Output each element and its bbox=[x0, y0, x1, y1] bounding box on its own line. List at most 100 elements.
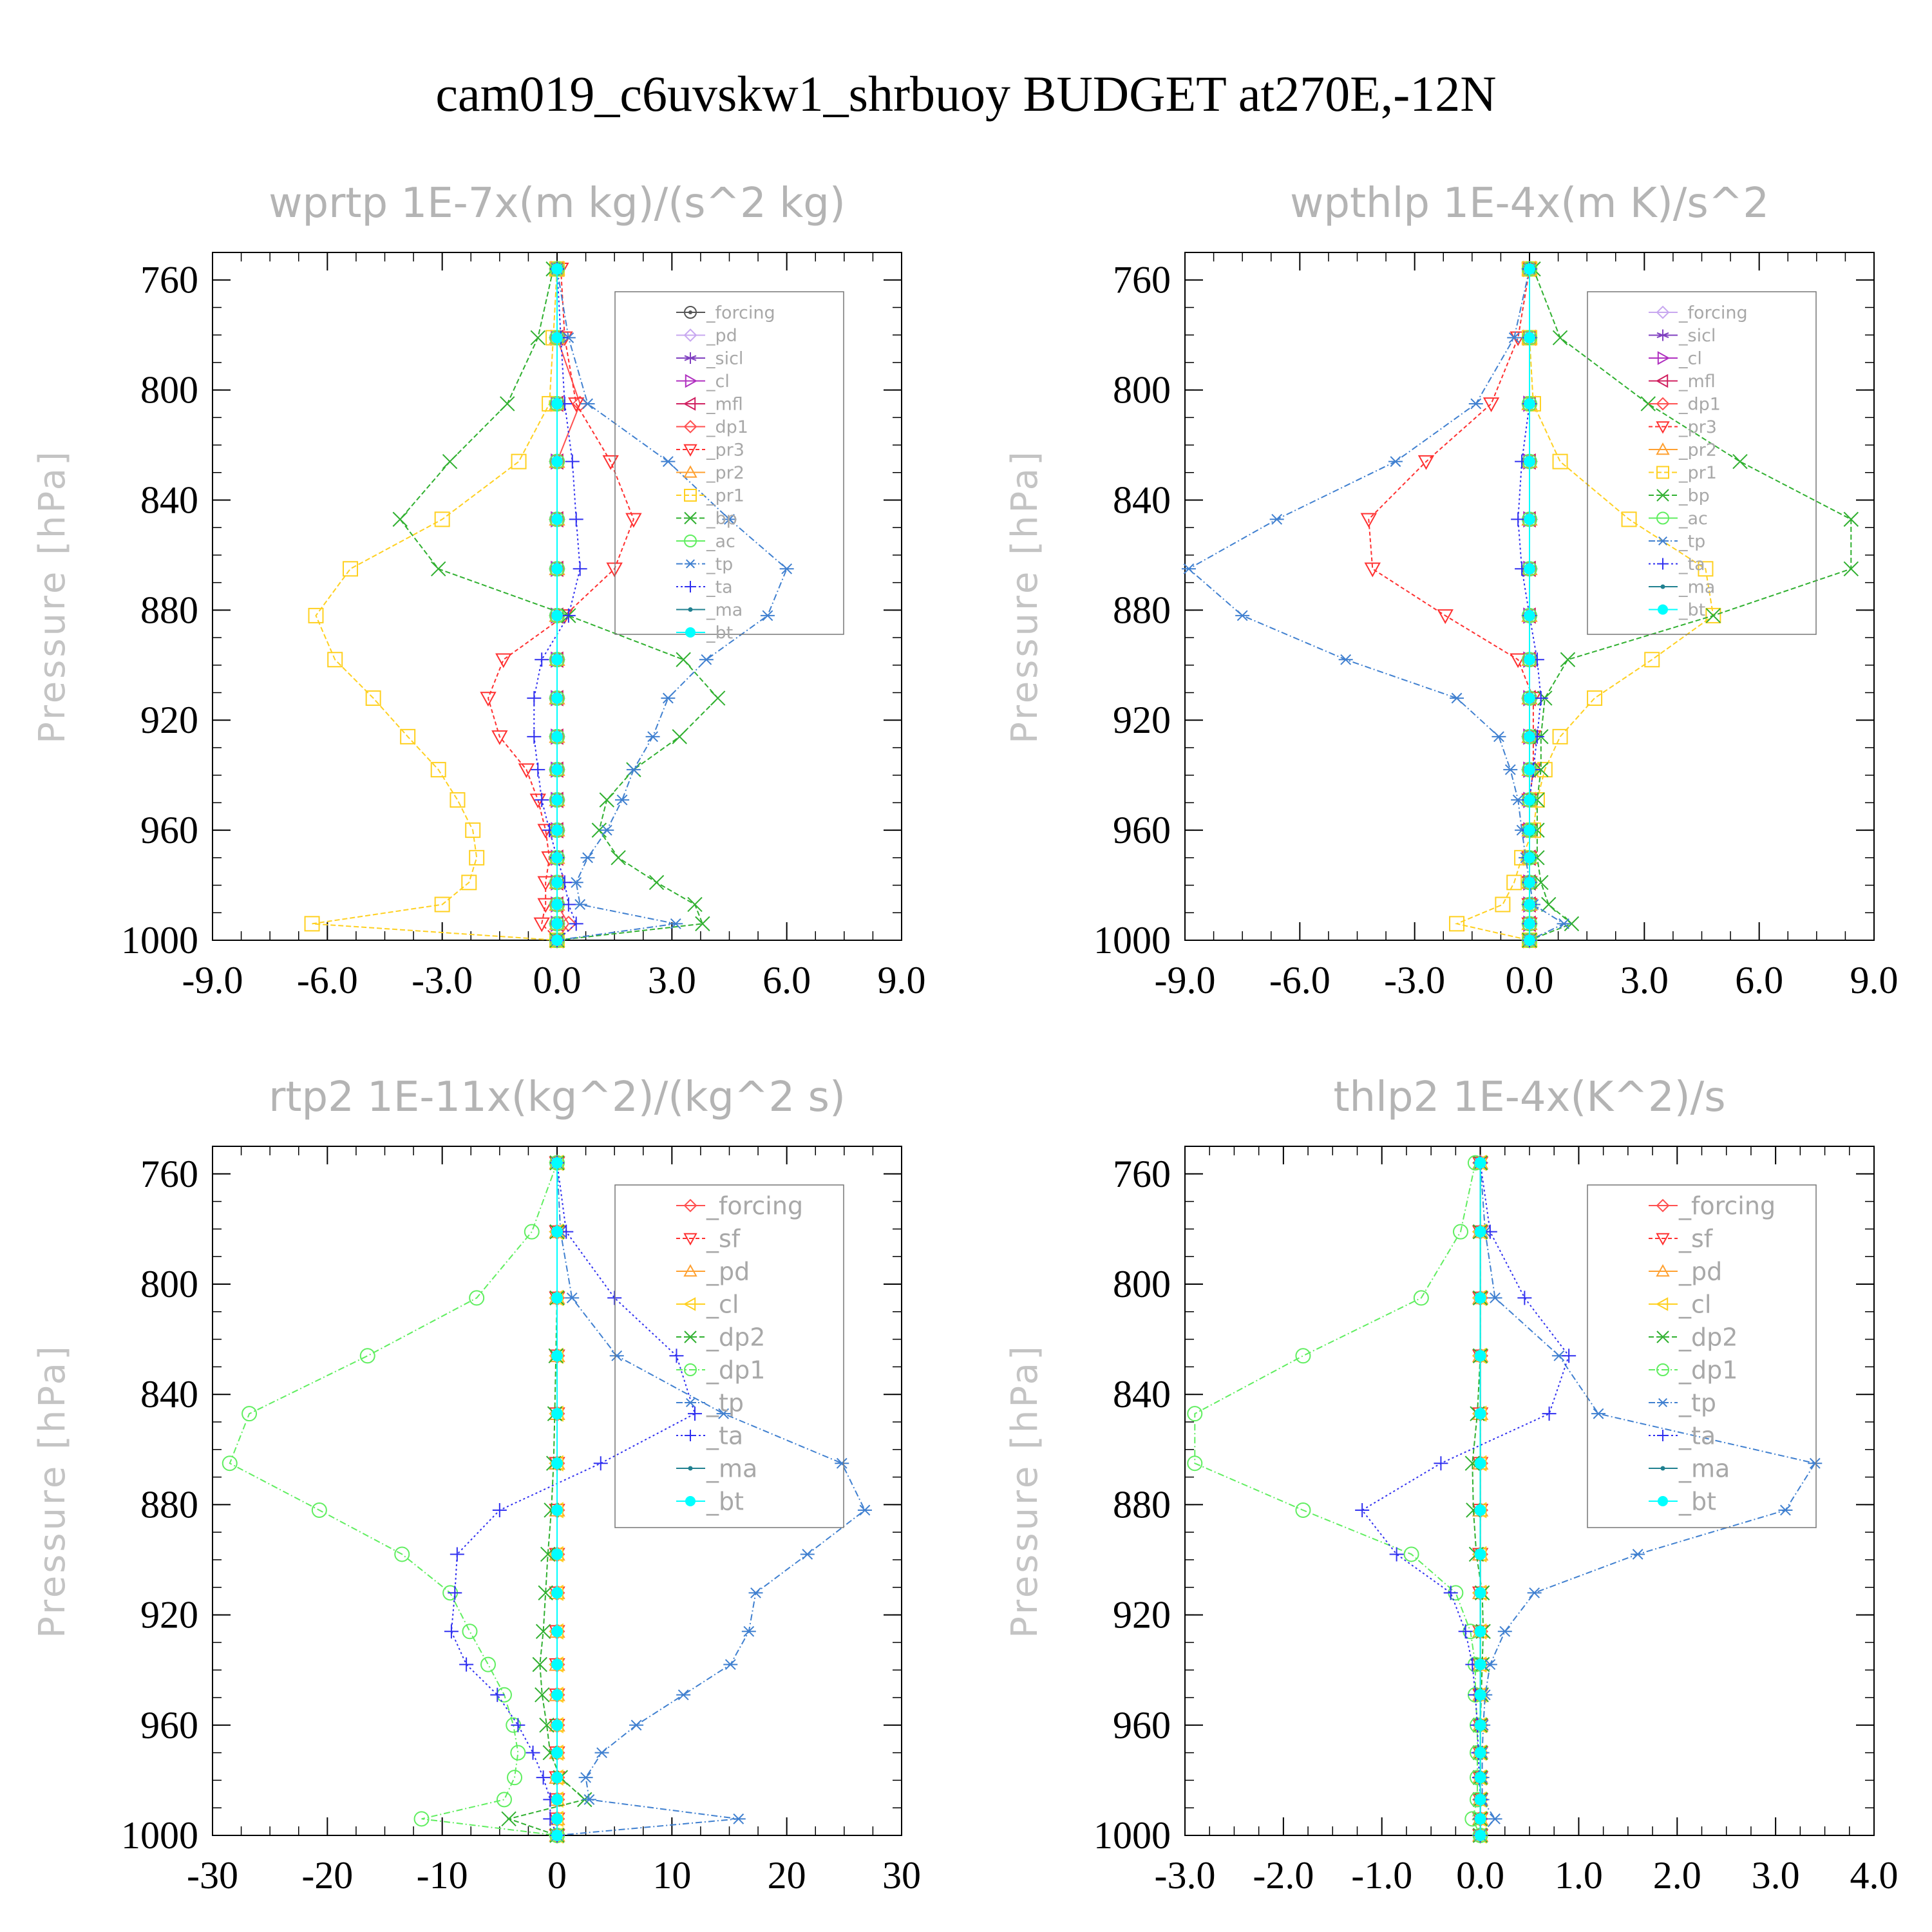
marker bbox=[1541, 896, 1557, 913]
legend-label: _forcing bbox=[1678, 1191, 1776, 1220]
marker bbox=[835, 1457, 849, 1469]
series-line bbox=[487, 269, 634, 941]
marker bbox=[551, 692, 563, 705]
y-tick-label: 920 bbox=[140, 1594, 198, 1636]
y-tick-label: 840 bbox=[140, 1373, 198, 1416]
marker bbox=[565, 1292, 580, 1303]
legend-item: _forcing bbox=[1649, 1191, 1776, 1220]
marker bbox=[1658, 1496, 1668, 1506]
marker bbox=[1524, 898, 1535, 911]
marker bbox=[1552, 453, 1568, 469]
series-line bbox=[1368, 269, 1534, 940]
legend-label: _dp1 bbox=[706, 417, 748, 437]
legend-item: _pr1 bbox=[676, 486, 744, 506]
marker bbox=[540, 1546, 556, 1562]
legend-item: _pr2 bbox=[676, 463, 744, 483]
marker bbox=[688, 1466, 693, 1471]
marker bbox=[748, 1587, 763, 1598]
marker bbox=[551, 654, 563, 666]
marker bbox=[551, 851, 563, 864]
legend-label: _pr1 bbox=[1678, 463, 1717, 483]
marker bbox=[1644, 652, 1660, 668]
legend-frame bbox=[1587, 1184, 1817, 1528]
marker bbox=[551, 1689, 563, 1701]
marker bbox=[1495, 896, 1511, 913]
marker bbox=[1656, 466, 1669, 479]
marker bbox=[461, 875, 477, 891]
legend-label: _ma bbox=[706, 600, 743, 620]
marker bbox=[535, 1624, 551, 1639]
marker bbox=[1655, 1297, 1669, 1311]
legend-item: _tp bbox=[676, 1388, 744, 1417]
legend-item: _pr2 bbox=[1649, 440, 1717, 460]
x-tick-label: 0 bbox=[547, 1854, 567, 1897]
marker bbox=[551, 455, 563, 468]
x-tick-label: 3.0 bbox=[648, 959, 696, 1001]
legend-label: _pr2 bbox=[1678, 440, 1717, 460]
marker bbox=[683, 465, 697, 478]
x-tick-label: 20 bbox=[768, 1854, 806, 1897]
series-line bbox=[1188, 269, 1566, 941]
marker bbox=[1527, 1587, 1542, 1598]
y-tick-label: 840 bbox=[1113, 478, 1171, 521]
series-tp bbox=[550, 263, 794, 946]
marker bbox=[1656, 329, 1669, 341]
marker bbox=[1808, 1457, 1823, 1469]
marker bbox=[551, 794, 563, 806]
marker bbox=[1474, 1794, 1486, 1806]
marker bbox=[527, 691, 542, 706]
legend-item: _sicl bbox=[1649, 326, 1716, 346]
marker bbox=[1533, 762, 1549, 777]
marker bbox=[434, 896, 450, 913]
legend-item: _bp bbox=[1649, 486, 1710, 506]
y-tick-label: 760 bbox=[1113, 259, 1171, 301]
marker bbox=[1562, 1349, 1577, 1363]
y-tick-label: 760 bbox=[1113, 1153, 1171, 1195]
marker bbox=[1660, 1466, 1665, 1471]
marker bbox=[1524, 455, 1535, 468]
marker bbox=[1524, 563, 1535, 575]
legend-item: _dp1 bbox=[676, 417, 748, 437]
marker bbox=[1449, 916, 1465, 932]
x-tick-label: -30 bbox=[187, 1854, 238, 1897]
legend-label: _mfl bbox=[706, 394, 743, 414]
marker bbox=[524, 1224, 540, 1240]
marker bbox=[304, 916, 320, 932]
marker bbox=[1524, 730, 1535, 743]
legend-item: _cl bbox=[1649, 1290, 1711, 1318]
marker bbox=[507, 1770, 523, 1786]
series-pr3 bbox=[480, 262, 642, 949]
legend-label: _pr2 bbox=[706, 463, 744, 483]
legend-item: _ac bbox=[1649, 509, 1708, 529]
marker bbox=[462, 1624, 478, 1640]
legend-label: _mfl bbox=[1678, 372, 1716, 392]
y-tick-label: 800 bbox=[140, 369, 198, 412]
legend-item: _sf bbox=[676, 1224, 741, 1253]
legend-item: _forcing bbox=[1649, 303, 1748, 323]
marker bbox=[600, 824, 614, 836]
x-tick-label: 3.0 bbox=[1752, 1854, 1800, 1897]
marker bbox=[1503, 764, 1518, 775]
marker bbox=[1533, 691, 1548, 706]
x-tick-label: -9.0 bbox=[182, 959, 243, 1001]
y-tick-label: 920 bbox=[1113, 1594, 1171, 1636]
marker bbox=[685, 1397, 696, 1408]
legend-item: _bt bbox=[676, 1487, 744, 1515]
marker bbox=[551, 1226, 563, 1238]
marker bbox=[551, 1504, 563, 1516]
marker bbox=[1458, 1624, 1473, 1639]
panel-title: wpthlp 1E-4x(m K)/s^2 bbox=[1290, 180, 1769, 227]
marker bbox=[465, 822, 481, 838]
marker bbox=[669, 1349, 684, 1363]
marker bbox=[1474, 1772, 1486, 1784]
marker bbox=[1552, 330, 1568, 346]
marker bbox=[1524, 397, 1535, 410]
y-tick-label: 880 bbox=[1113, 589, 1171, 631]
marker bbox=[532, 1656, 547, 1672]
marker bbox=[760, 610, 775, 621]
series-bt bbox=[1474, 1157, 1486, 1841]
marker bbox=[1524, 692, 1535, 705]
y-tick-label: 1000 bbox=[1094, 1814, 1171, 1857]
marker bbox=[716, 1408, 731, 1419]
legend-label: _ma bbox=[706, 1454, 757, 1482]
